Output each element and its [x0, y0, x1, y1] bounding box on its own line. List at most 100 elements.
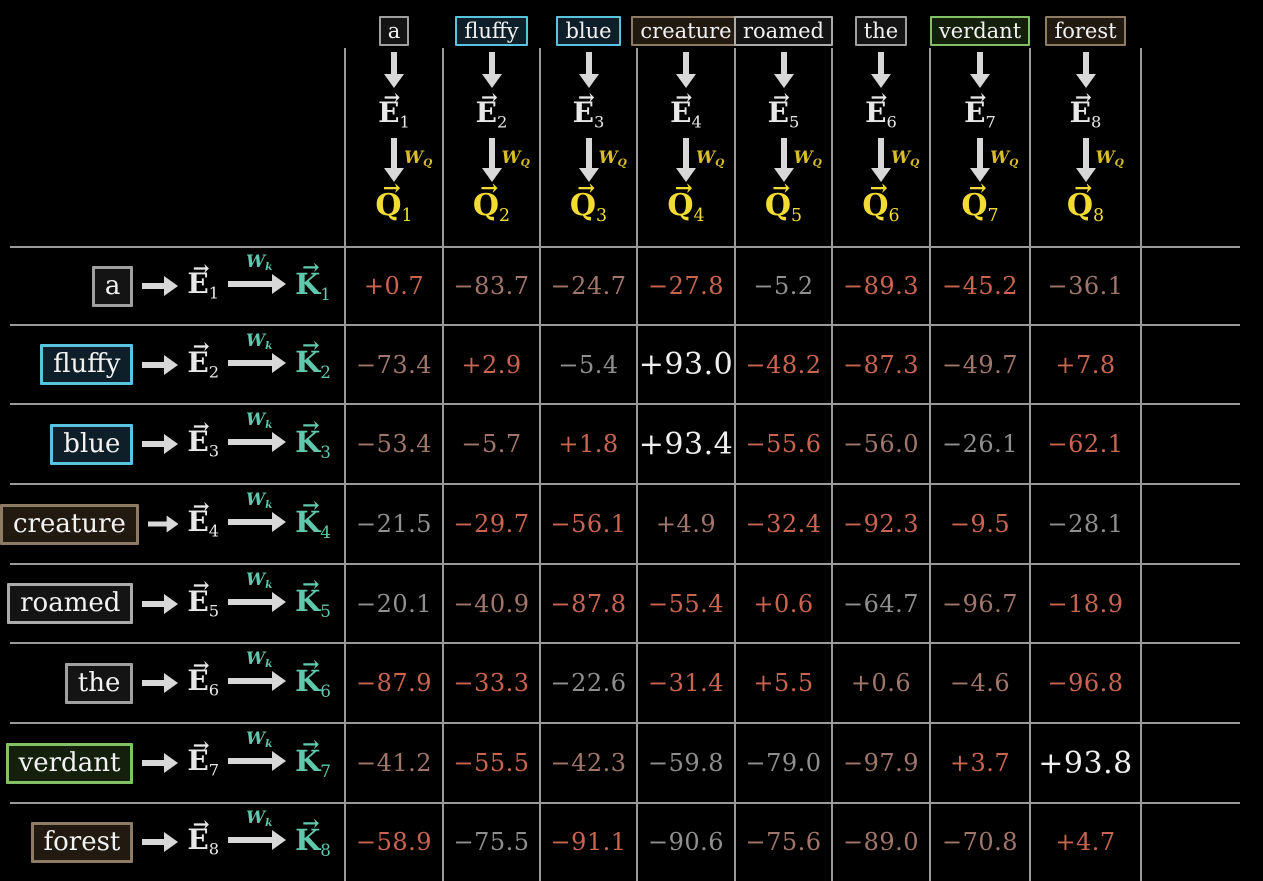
matrix-cell: −79.0: [745, 749, 822, 777]
column-header-fluffy: fluffy → E2 WQ → Q2: [443, 16, 540, 225]
matrix-cell: −87.9: [355, 669, 433, 697]
matrix-cell: −56.0: [842, 430, 920, 458]
wq-matrix-label: WQ: [501, 147, 530, 170]
matrix-cell: −55.4: [647, 589, 725, 618]
down-arrow-icon: [578, 52, 599, 88]
vector-subscript: 7: [987, 205, 999, 226]
column-header-blue: blue → E3 WQ → Q3: [540, 16, 637, 225]
token-box-a: a: [91, 265, 134, 307]
embedding-vector-label: → E2: [187, 334, 220, 382]
matrix-cell: −4.6: [949, 669, 1011, 697]
key-vector-label: → K6: [295, 650, 331, 701]
matrix-cell: −27.8: [647, 272, 725, 300]
token-box-blue: blue: [50, 423, 134, 465]
query-vector-label: → Q4: [667, 175, 705, 226]
grid-vertical-line: [831, 48, 833, 881]
vector-arrow-icon: →: [302, 809, 320, 835]
matrix-cell: +0.7: [363, 272, 425, 300]
matrix-cell: −24.7: [550, 272, 627, 300]
matrix-cell: −89.0: [842, 828, 920, 856]
vector-arrow-icon: →: [192, 811, 210, 836]
vector-arrow-icon: →: [969, 84, 987, 109]
wq-arrow-group: WQ: [383, 137, 432, 182]
right-arrow-icon: [228, 671, 287, 691]
vector-arrow-icon: →: [192, 573, 210, 598]
grid-vertical-line: [734, 48, 736, 881]
matrix-cell: −87.8: [550, 589, 627, 618]
vector-subscript: 6: [320, 680, 331, 701]
vector-arrow-icon: →: [481, 84, 498, 109]
vector-subscript: 2: [320, 362, 331, 383]
right-arrow-icon: [228, 352, 287, 373]
vector-arrow-icon: →: [383, 84, 401, 109]
matrix-cell: −21.5: [355, 510, 433, 538]
right-arrow-icon: [142, 753, 179, 773]
down-arrow-icon: [773, 52, 794, 88]
key-vector-label: → K2: [295, 332, 331, 383]
vector-arrow-icon: →: [773, 84, 790, 109]
query-vector-label: → Q7: [961, 175, 999, 226]
vector-subscript: 6: [886, 112, 897, 132]
vector-subscript: 2: [497, 112, 508, 132]
wk-arrow-group: Wk: [228, 254, 287, 299]
down-arrow-icon: [970, 52, 990, 88]
vector-arrow-icon: →: [192, 732, 210, 757]
token-box-fluffy: fluffy: [40, 344, 134, 385]
weight-subscript: Q: [812, 157, 822, 170]
grid-horizontal-line: [10, 483, 1240, 485]
down-arrow-icon: [676, 137, 696, 182]
wk-matrix-label: Wk: [245, 410, 273, 432]
right-arrow-icon: [142, 832, 179, 852]
weight-subscript: Q: [617, 157, 627, 170]
right-arrow-icon: [228, 830, 287, 850]
token-box-creature: creature: [631, 16, 741, 46]
matrix-cell: −97.9: [842, 749, 920, 777]
matrix-cell: −55.5: [453, 749, 530, 777]
right-arrow-icon: [142, 673, 179, 693]
vector-subscript: 4: [693, 205, 705, 226]
weight-subscript: Q: [910, 157, 920, 170]
row-header-verdant: verdant → E7 Wk → K7: [0, 723, 345, 803]
embedding-vector-label: → E8: [187, 811, 220, 859]
embedding-vector-label: → E7: [964, 84, 996, 132]
vector-subscript: 2: [208, 362, 220, 382]
down-arrow-icon: [676, 52, 696, 88]
matrix-cell: −20.1: [355, 589, 433, 618]
weight-subscript: Q: [1009, 157, 1019, 170]
down-arrow-icon: [578, 137, 599, 182]
matrix-cell: −41.2: [355, 749, 433, 777]
matrix-cell: +0.6: [850, 669, 912, 697]
vector-subscript: 4: [208, 521, 220, 541]
vector-subscript: 1: [401, 205, 413, 226]
matrix-cell: −18.9: [1047, 589, 1124, 618]
down-arrow-icon: [1075, 52, 1096, 88]
matrix-cell: −75.6: [745, 828, 822, 856]
embedding-vector-label: → E8: [1069, 84, 1102, 132]
vector-arrow-icon: →: [675, 84, 693, 109]
wk-matrix-label: Wk: [245, 569, 273, 591]
right-arrow-icon: [228, 432, 287, 452]
token-box-forest: forest: [30, 821, 134, 863]
vector-subscript: 5: [789, 112, 800, 132]
right-arrow-icon: [228, 751, 287, 771]
vector-arrow-icon: →: [302, 491, 320, 517]
vector-arrow-icon: →: [869, 175, 888, 201]
key-vector-label: → K1: [295, 253, 331, 304]
matrix-cell: +93.8: [1038, 745, 1133, 781]
matrix-cell: −31.4: [647, 669, 725, 697]
query-vector-label: → Q5: [764, 175, 803, 226]
down-arrow-icon: [384, 137, 404, 182]
weight-subscript: k: [265, 738, 273, 751]
down-arrow-icon: [1075, 137, 1096, 182]
vector-subscript: 4: [691, 112, 702, 132]
token-box-the: the: [854, 16, 908, 46]
right-arrow-icon: [142, 593, 179, 614]
down-arrow-icon: [384, 52, 404, 88]
matrix-cell: +1.8: [558, 430, 619, 458]
embedding-vector-label: → E3: [572, 84, 605, 132]
token-box-roamed: roamed: [7, 583, 134, 624]
wk-arrow-group: Wk: [228, 731, 287, 776]
grid-horizontal-line: [10, 246, 1240, 248]
wk-arrow-group: Wk: [228, 492, 287, 537]
vector-arrow-icon: →: [578, 84, 595, 109]
